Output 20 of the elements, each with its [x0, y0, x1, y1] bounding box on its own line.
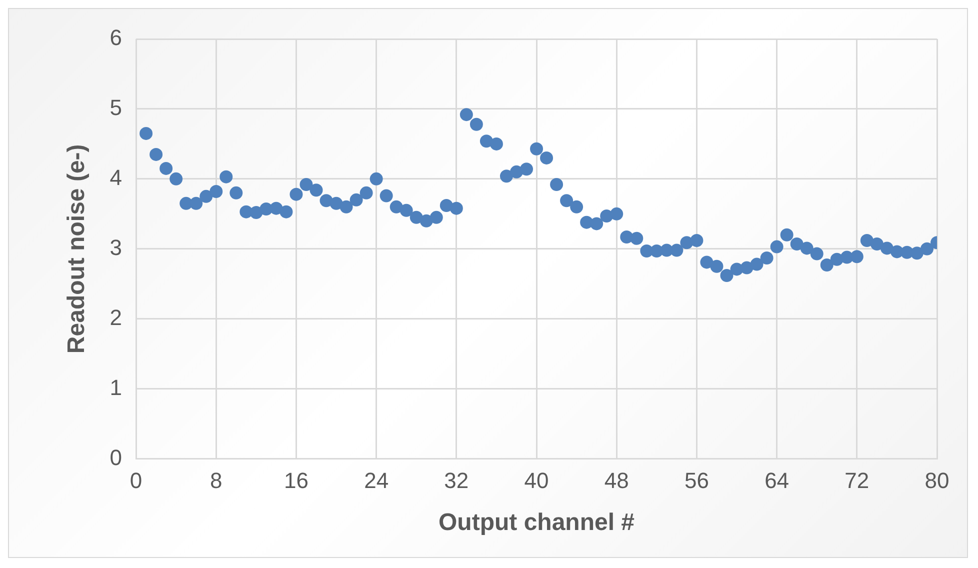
x-tick-label: 80	[924, 468, 950, 494]
x-tick-label: 48	[604, 468, 629, 494]
y-tick-label: 2	[110, 304, 122, 330]
x-tick-label: 56	[684, 468, 709, 494]
y-tick-label: 0	[110, 444, 122, 470]
y-tick-label: 6	[110, 25, 122, 50]
y-tick-label: 5	[110, 95, 122, 120]
y-tick-label: 1	[110, 374, 122, 400]
y-axis-title: Readout noise (e-)	[63, 144, 90, 354]
x-tick-label: 8	[210, 468, 222, 494]
x-tick-label: 72	[844, 468, 870, 494]
x-tick-label: 0	[130, 468, 142, 494]
x-tick-label: 24	[364, 468, 389, 494]
y-tick-label: 3	[110, 234, 122, 260]
x-tick-label: 16	[284, 468, 308, 494]
x-axis-title: Output channel #	[438, 509, 635, 536]
y-tick-label: 4	[110, 164, 122, 190]
x-tick-label: 40	[524, 468, 549, 494]
x-tick-label: 32	[444, 468, 469, 494]
x-tick-label: 64	[764, 468, 790, 494]
